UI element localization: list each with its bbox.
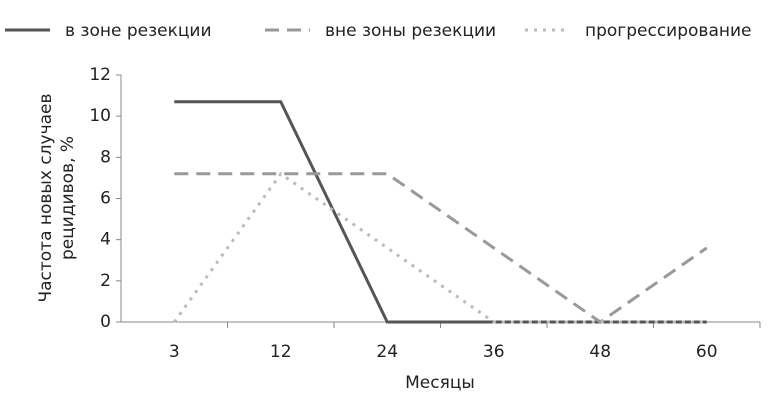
y-tick-label: 12 [89, 65, 111, 85]
y-tick-label: 4 [100, 230, 111, 250]
x-tick-label: 24 [376, 342, 398, 362]
y-axis-label: Частота новых случаев рецидивов, % [36, 93, 78, 302]
y-tick-label: 10 [89, 106, 111, 126]
series-line [173, 171, 707, 324]
y-tick-label: 2 [100, 271, 111, 291]
x-tick-label: 36 [483, 342, 505, 362]
x-tick-label: 48 [589, 342, 611, 362]
y-tick-label: 6 [100, 189, 111, 209]
y-tick-label: 0 [100, 312, 111, 332]
x-tick-label: 60 [696, 342, 718, 362]
x-tick-label: 12 [270, 342, 292, 362]
y-axis-label-line: рецидивов, % [58, 136, 78, 260]
series-line [174, 172, 708, 324]
x-axis-label: Месяцы [405, 373, 475, 393]
x-tick-label: 3 [169, 342, 180, 362]
legend-label: в зоне резекции [65, 21, 212, 41]
legend-label: прогрессирование [585, 21, 751, 41]
series-line [174, 100, 707, 324]
y-tick-label: 8 [100, 147, 111, 167]
y-axis-label-line: Частота новых случаев [36, 93, 56, 302]
legend-label: вне зоны резекции [325, 21, 496, 41]
